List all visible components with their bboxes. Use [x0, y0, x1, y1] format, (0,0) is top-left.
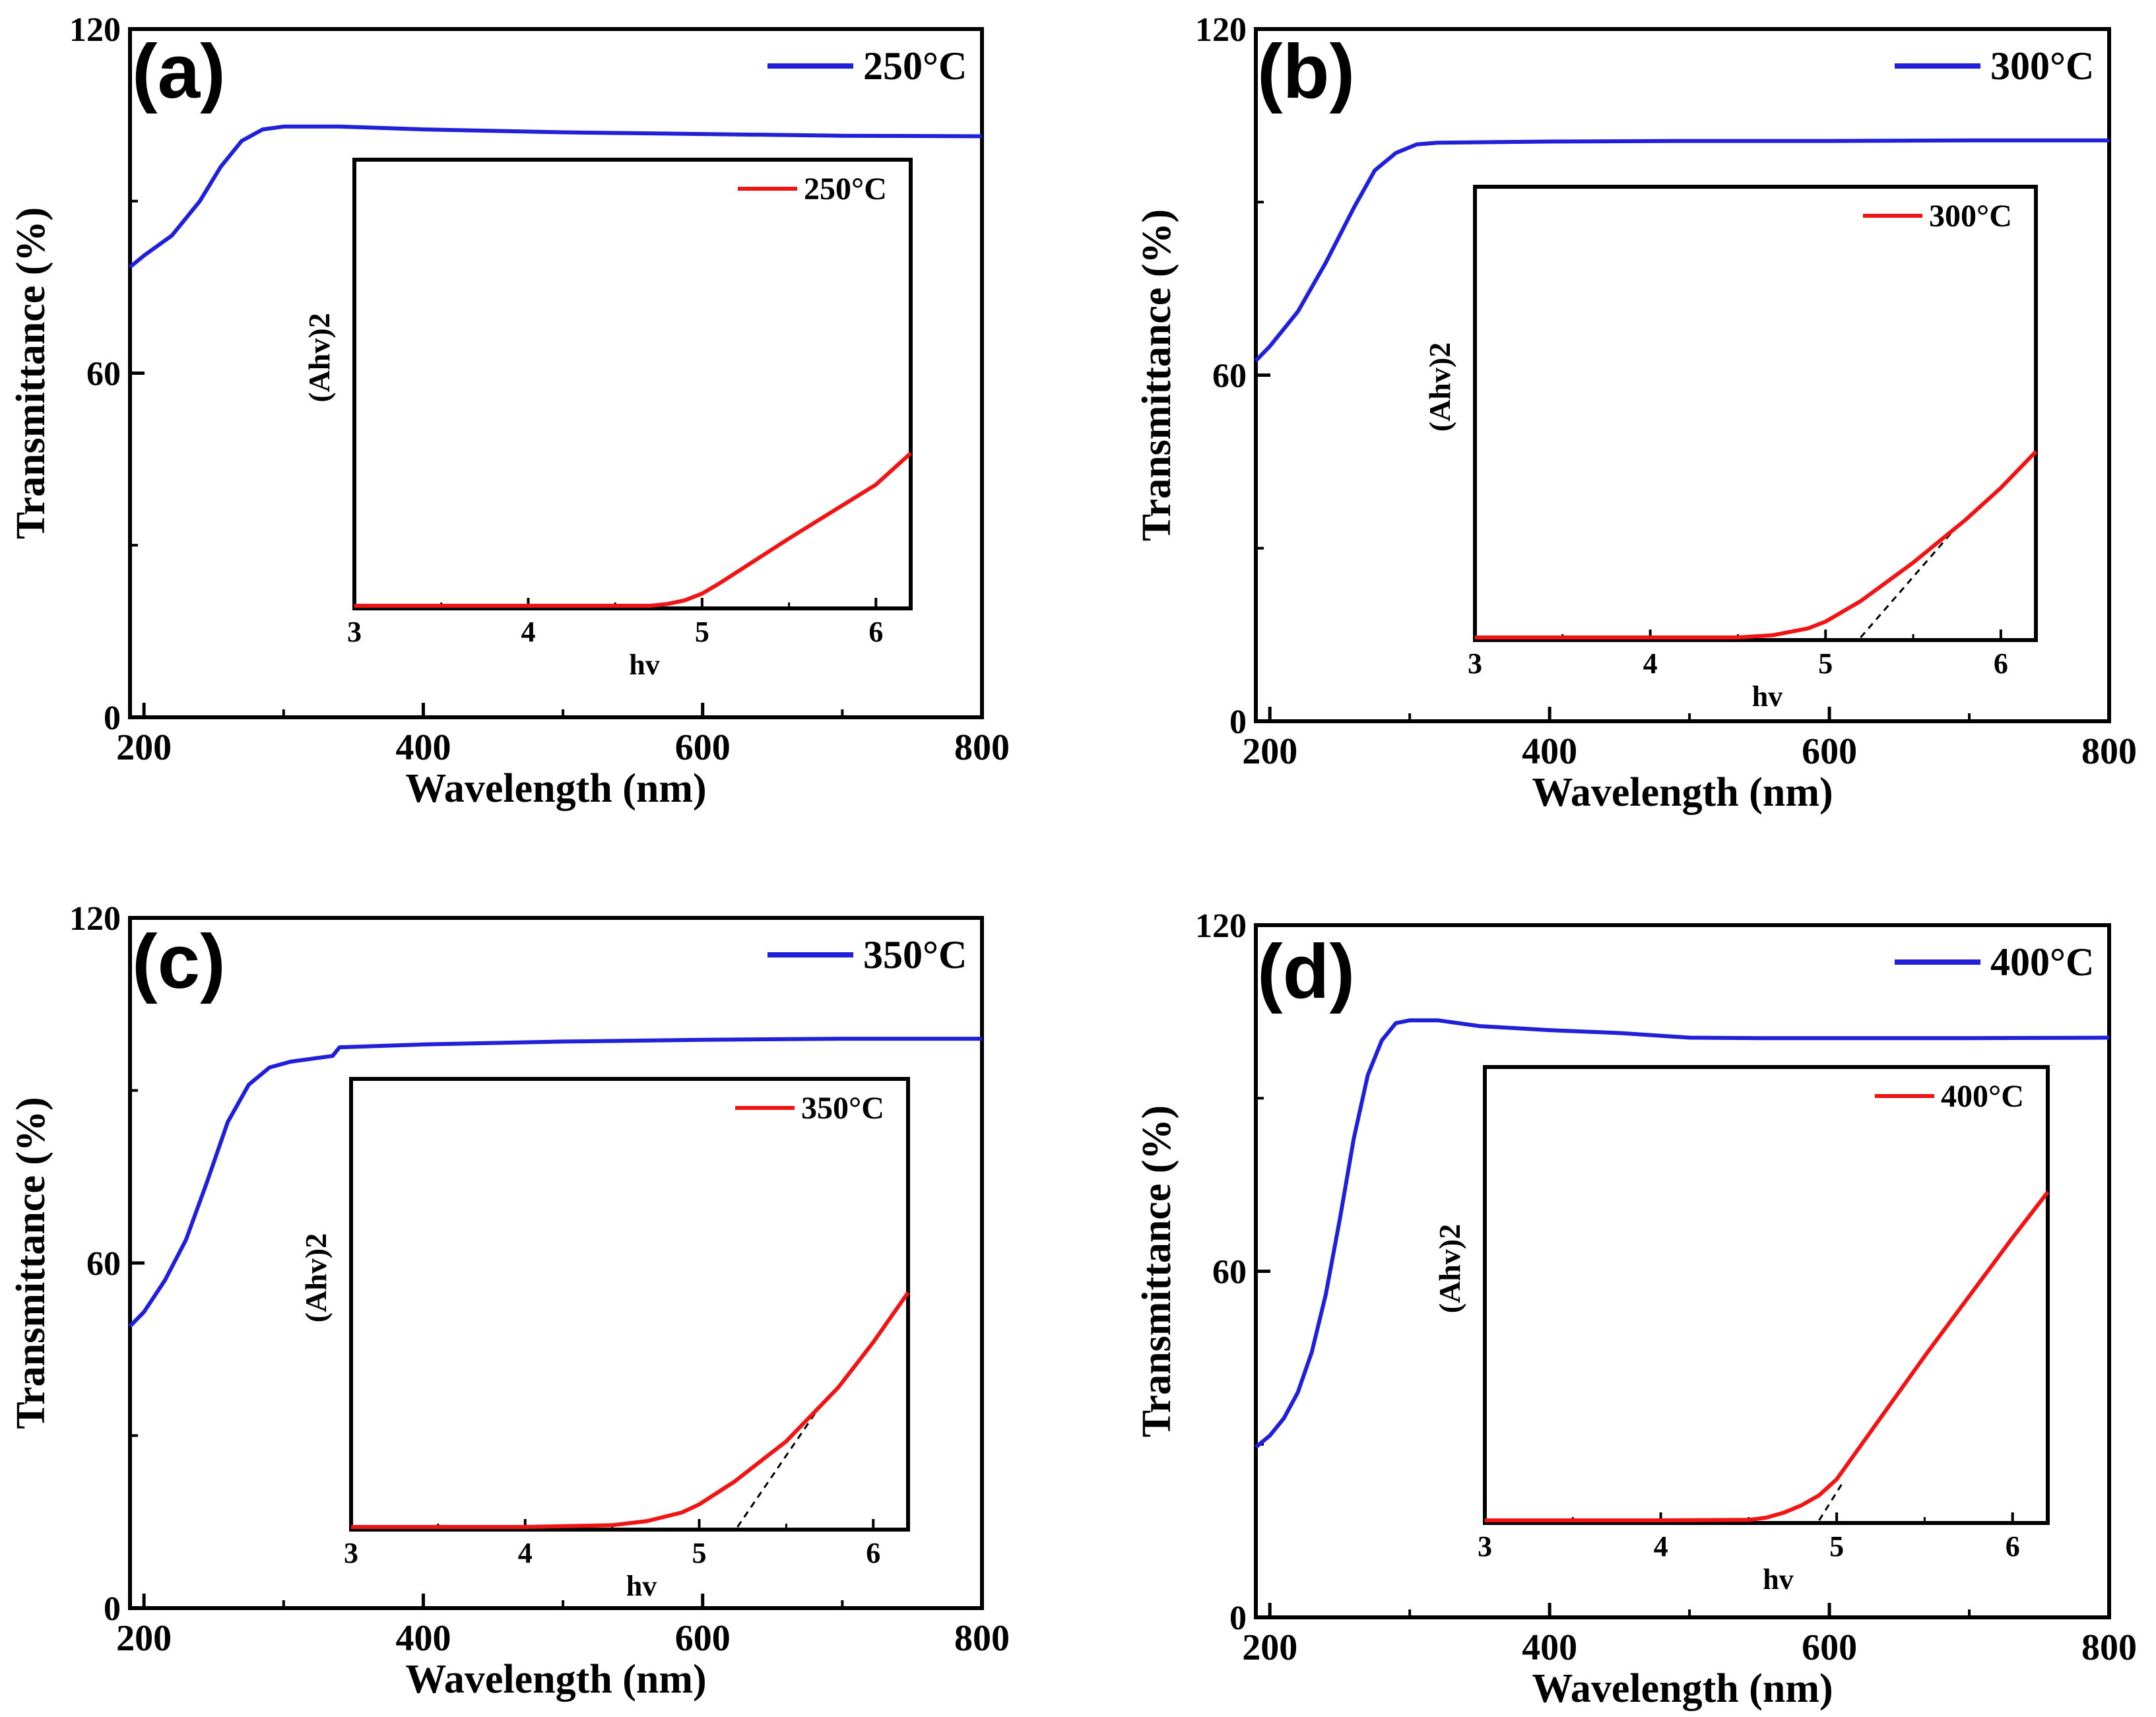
inset-plot: 3 4 5 6 hv (Ahv)2 300°C — [1423, 185, 2038, 713]
y-tick-label: 60 — [86, 356, 121, 393]
panel-label: (a) — [132, 28, 226, 114]
inset-x-tick-label: 3 — [1478, 1530, 1492, 1563]
y-axis-label: Transmittance (%) — [9, 207, 53, 539]
series-line — [1255, 1018, 2110, 1449]
y-tick-label: 0 — [104, 699, 121, 737]
inset-x-tick-label: 6 — [866, 1537, 880, 1569]
inset-x-tick-label: 4 — [1643, 647, 1658, 680]
inset-x-tick-label: 3 — [344, 1537, 358, 1569]
inset-legend-label: 400°C — [1941, 1079, 2024, 1114]
y-tick-label: 0 — [1229, 703, 1247, 741]
inset-legend-label: 300°C — [1929, 199, 2012, 234]
series-line — [128, 1037, 982, 1328]
legend-label: 300°C — [1990, 44, 2094, 88]
y-axis-label: Transmittance (%) — [1134, 209, 1179, 541]
y-tick-label: 60 — [1212, 358, 1247, 395]
panel-label: (d) — [1257, 928, 1355, 1014]
x-axis-label: Wavelength (nm) — [1532, 770, 1833, 815]
x-tick-label: 600 — [1802, 1627, 1857, 1668]
inset-legend-label: 350°C — [801, 1091, 884, 1126]
inset-y-axis-label: (Ahv)2 — [1423, 342, 1456, 432]
x-tick-label: 600 — [675, 727, 731, 768]
inset-legend-label: 250°C — [804, 172, 887, 207]
inset-series-line — [1485, 1190, 2050, 1522]
inset-x-tick-label: 5 — [692, 1537, 707, 1569]
x-tick-label: 200 — [116, 727, 172, 768]
inset-frame — [349, 1077, 910, 1532]
inset-x-axis-label: hv — [1763, 1563, 1793, 1596]
main-plot: 200 400 600 800 0 60 120 Wavelength (nm) Transmi… — [9, 900, 1010, 1702]
inset-plot: 3 4 5 6 hv (Ahv)2 350°C — [299, 1077, 910, 1602]
y-tick-label: 120 — [69, 900, 121, 938]
y-tick-label: 60 — [86, 1245, 121, 1283]
panel-a: 200 400 600 800 0 60 120 Wavelength (nm) Transmi… — [9, 11, 1010, 811]
inset-y-axis-label: (Ahv)2 — [1433, 1224, 1466, 1313]
inset-series-line — [1475, 450, 2038, 639]
y-tick-label: 120 — [1195, 11, 1247, 49]
inset-x-tick-label: 5 — [1818, 647, 1833, 680]
x-tick-label: 400 — [1522, 1627, 1577, 1668]
inset-x-tick-label: 6 — [868, 616, 883, 648]
inset-x-tick-label: 4 — [518, 1537, 533, 1569]
inset-x-axis-label: hv — [629, 649, 659, 681]
panel-label: (b) — [1257, 28, 1355, 114]
y-tick-label: 60 — [1212, 1254, 1247, 1291]
inset-frame — [352, 158, 913, 610]
series-line — [1254, 138, 2109, 362]
inset-frame — [1473, 185, 2038, 642]
main-plot: 200 400 600 800 0 60 120 Wavelength (nm) Transmi… — [1134, 11, 2137, 815]
x-tick-label: 800 — [954, 727, 1010, 768]
y-axis-label: Transmittance (%) — [9, 1097, 53, 1429]
x-tick-label: 200 — [1242, 731, 1297, 772]
x-tick-label: 200 — [1242, 1627, 1297, 1668]
y-tick-label: 0 — [1229, 1600, 1247, 1637]
inset-x-tick-label: 5 — [1829, 1530, 1844, 1563]
main-plot: 200 400 600 800 0 60 120 Wavelength (nm) Transmi… — [1134, 907, 2137, 1711]
inset-y-axis-label: (Ahv)2 — [302, 313, 336, 402]
panel-d: 200 400 600 800 0 60 120 Wavelength (nm) Transmi… — [1134, 907, 2137, 1711]
legend-label: 400°C — [1990, 940, 2094, 984]
inset-series-line — [351, 1291, 910, 1529]
inset-x-tick-label: 5 — [695, 616, 709, 648]
x-axis-label: Wavelength (nm) — [405, 1657, 706, 1702]
inset-x-tick-label: 6 — [1994, 647, 2008, 680]
inset-x-axis-label: hv — [626, 1570, 657, 1602]
legend-label: 350°C — [863, 933, 967, 977]
inset-plot: 3 4 5 6 hv (Ahv)2 250°C — [302, 158, 913, 681]
inset-plot: 3 4 5 6 hv (Ahv)2 400°C — [1433, 1065, 2050, 1596]
inset-x-tick-label: 3 — [347, 616, 362, 648]
y-tick-label: 120 — [69, 11, 121, 49]
main-plot: 200 400 600 800 0 60 120 Wavelength (nm) Transmi… — [9, 11, 1010, 811]
x-tick-label: 400 — [395, 1618, 451, 1659]
inset-series-line — [354, 451, 913, 608]
inset-x-tick-label: 4 — [1654, 1530, 1668, 1563]
x-tick-label: 400 — [1522, 731, 1577, 772]
inset-x-tick-label: 4 — [521, 616, 535, 648]
panel-b: 200 400 600 800 0 60 120 Wavelength (nm) Transmi… — [1134, 11, 2137, 815]
x-tick-label: 600 — [1802, 731, 1857, 772]
inset-y-axis-label: (Ahv)2 — [299, 1233, 333, 1322]
y-tick-label: 120 — [1195, 907, 1247, 945]
inset-x-tick-label: 3 — [1468, 647, 1482, 680]
inset-x-tick-label: 6 — [2006, 1530, 2020, 1563]
legend-label: 250°C — [863, 44, 967, 88]
x-tick-label: 800 — [954, 1618, 1010, 1659]
x-tick-label: 600 — [675, 1618, 731, 1659]
tangent-line — [1860, 525, 1958, 638]
tangent-line — [1818, 1483, 1843, 1521]
y-axis-label: Transmittance (%) — [1134, 1105, 1179, 1437]
inset-frame — [1483, 1065, 2050, 1525]
panel-c: 200 400 600 800 0 60 120 Wavelength (nm) Transmi… — [9, 900, 1010, 1702]
series-line — [129, 124, 983, 269]
x-axis-label: Wavelength (nm) — [1532, 1666, 1833, 1711]
x-tick-label: 800 — [2081, 1627, 2137, 1668]
inset-x-axis-label: hv — [1752, 680, 1782, 713]
x-tick-label: 400 — [395, 727, 451, 768]
y-tick-label: 0 — [104, 1590, 121, 1628]
x-axis-label: Wavelength (nm) — [405, 766, 706, 811]
panel-label: (c) — [132, 919, 226, 1004]
x-tick-label: 200 — [116, 1618, 172, 1659]
x-tick-label: 800 — [2081, 731, 2137, 772]
